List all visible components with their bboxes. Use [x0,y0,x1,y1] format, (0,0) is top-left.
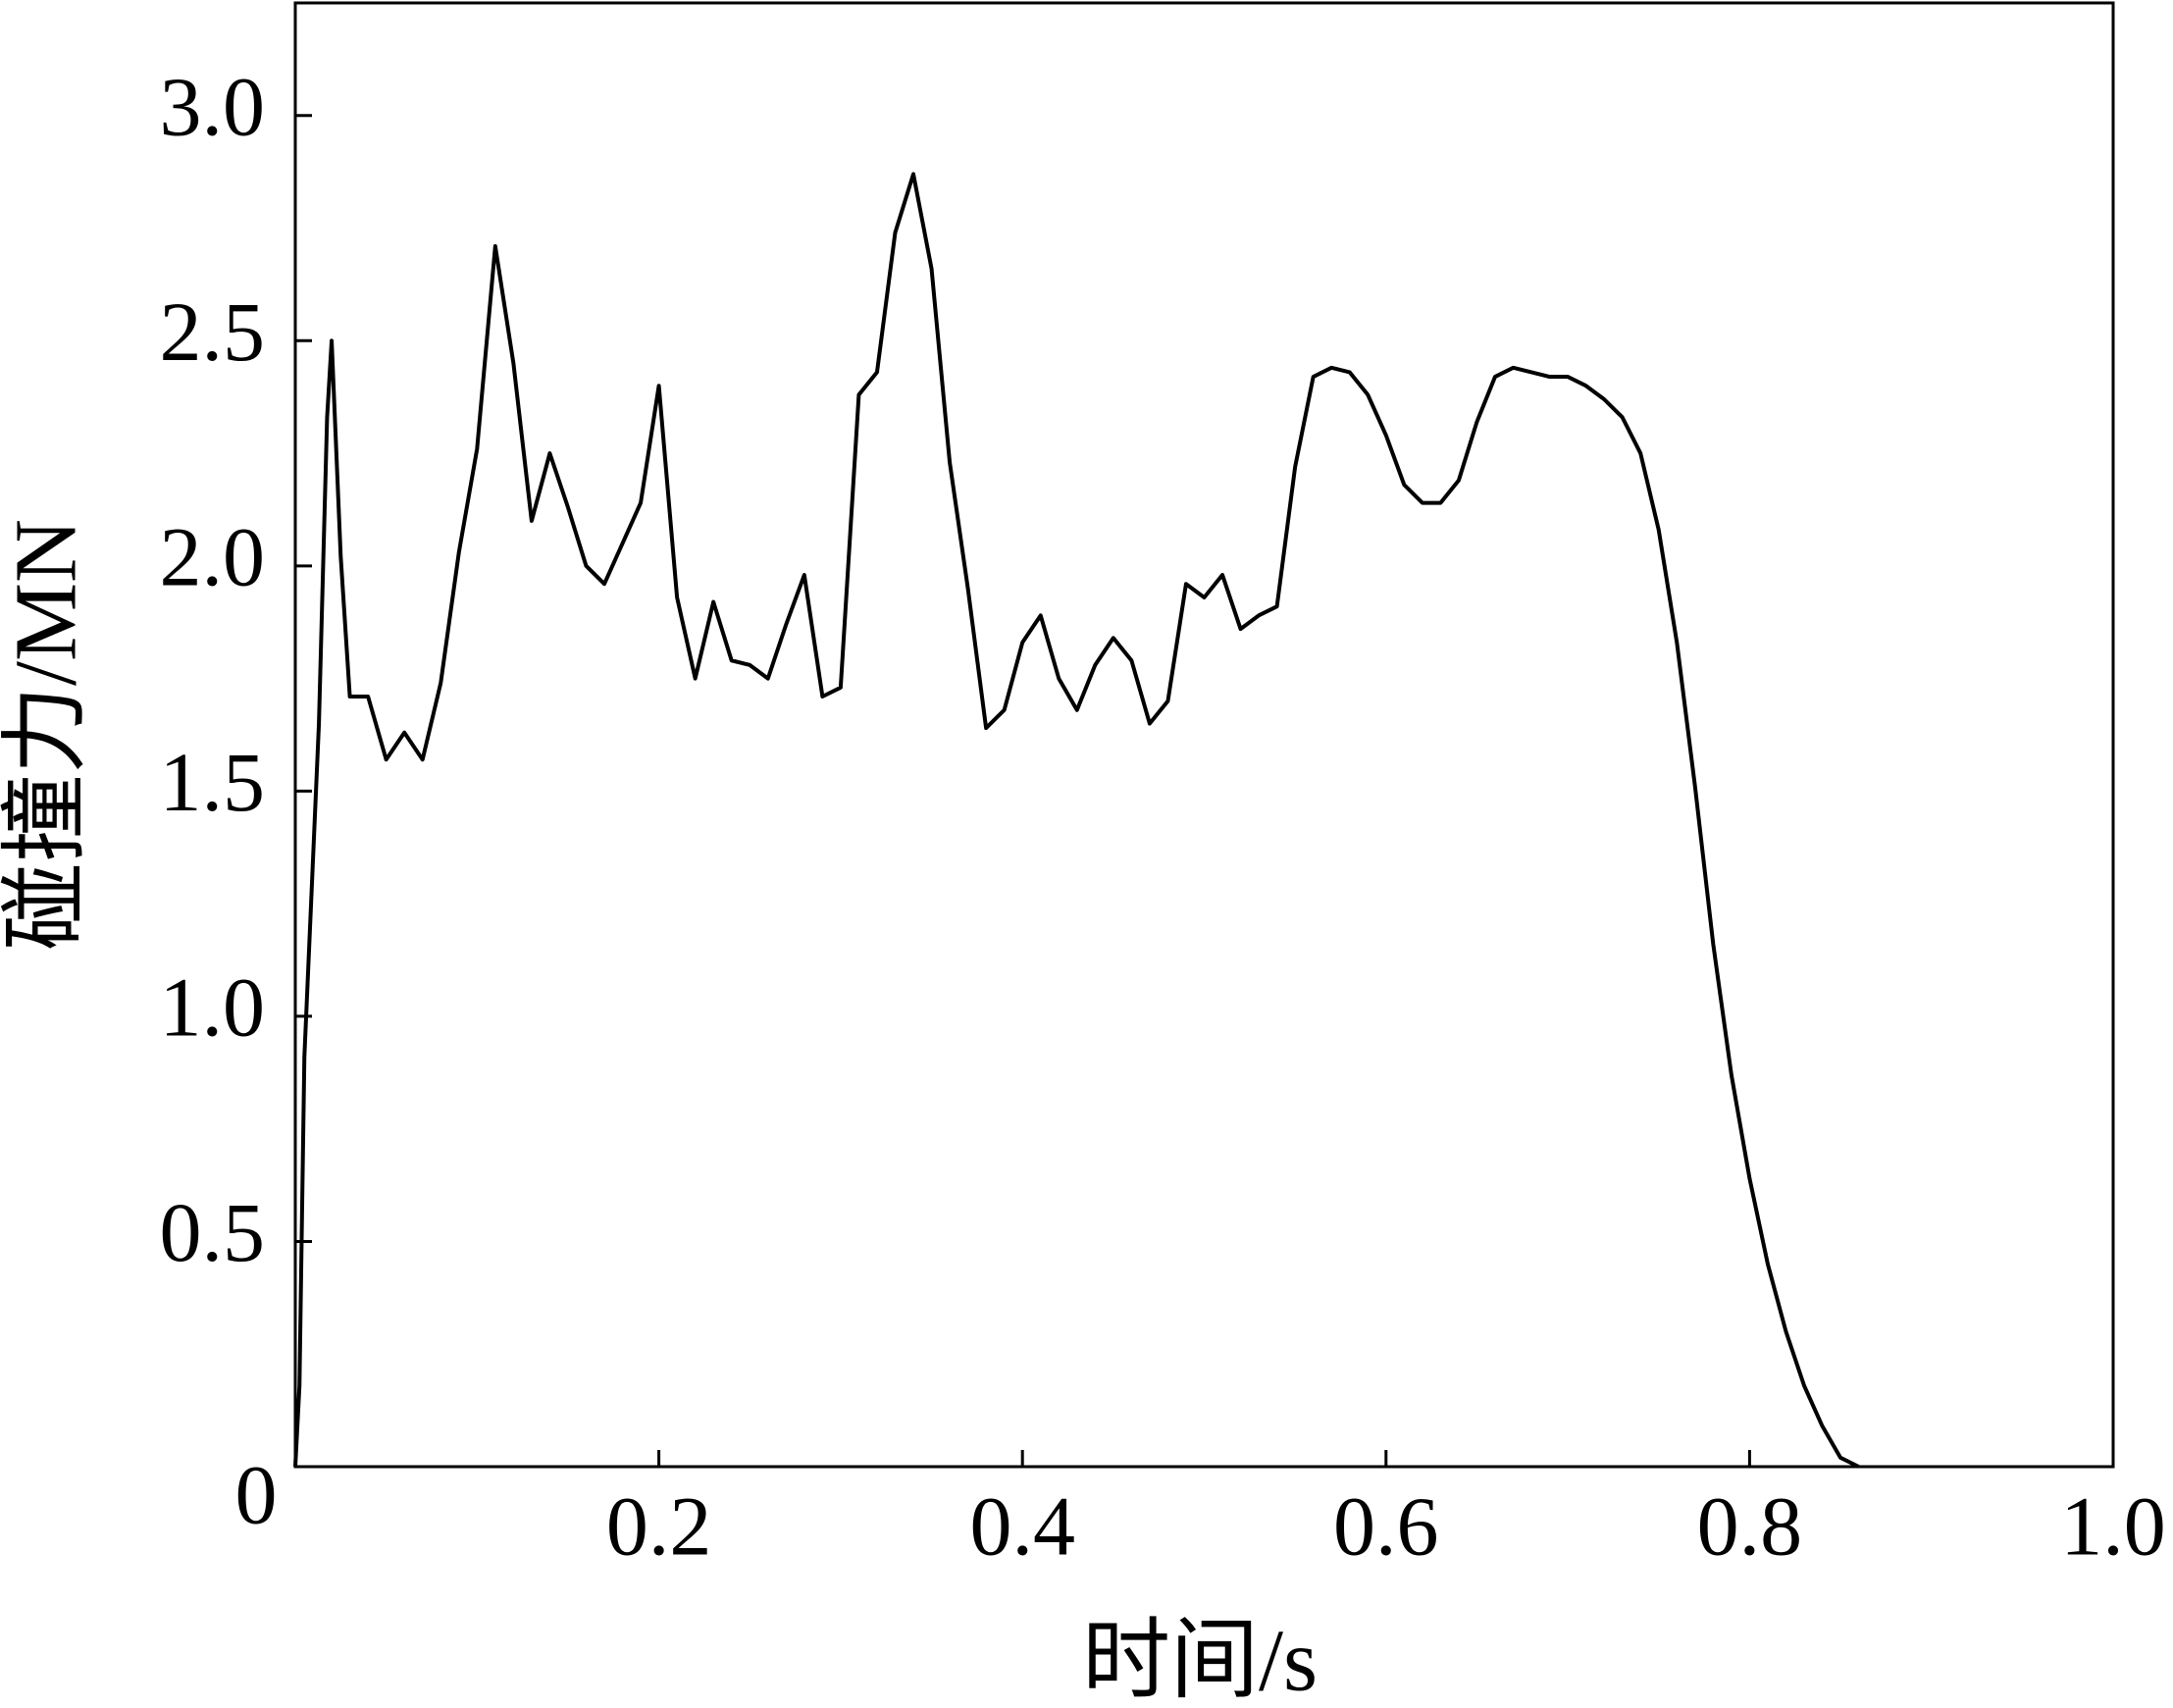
x-tick-label: 0.2 [606,1479,712,1574]
data-line [293,172,1860,1469]
x-tick-label: 0 [235,1448,278,1542]
y-tick-label: 3.0 [160,60,266,154]
y-tick-label: 2.0 [160,510,266,604]
y-axis-label: 碰撞力/MN [0,519,95,951]
x-tick-label: 0.6 [1333,1479,1439,1574]
x-tick-label: 0.4 [969,1479,1075,1574]
y-tick-label: 1.0 [160,960,266,1055]
y-tick-label: 0.5 [160,1185,266,1279]
plot-frame [293,1,2115,1469]
x-axis-label: 时间/s [1082,1613,1318,1708]
x-tick-label: 0.8 [1697,1479,1803,1574]
y-tick-label: 1.5 [160,735,266,829]
x-tick-label: 1.0 [2060,1479,2166,1574]
y-tick-label: 2.5 [160,285,266,379]
